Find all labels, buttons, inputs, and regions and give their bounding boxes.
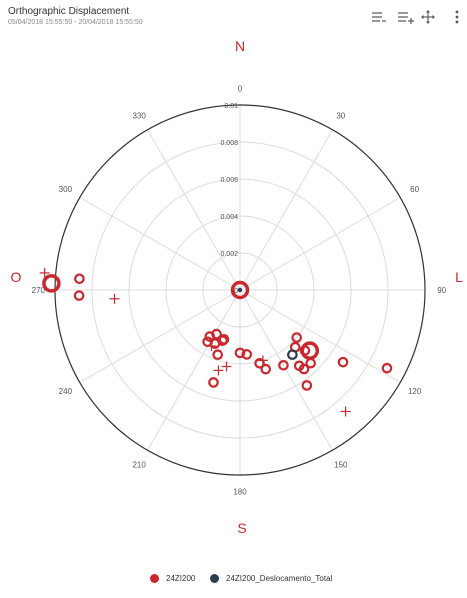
- pan-icon: [421, 10, 435, 24]
- angular-tick-label: 60: [410, 185, 419, 194]
- data-point: [213, 365, 224, 376]
- data-point: [39, 267, 50, 278]
- legend-item-series2[interactable]: 24ZI200_Deslocamento_Total: [210, 571, 332, 585]
- legend-item-series1[interactable]: 24ZI200: [150, 571, 195, 585]
- angular-grid-line: [147, 129, 241, 291]
- angular-tick-label: 120: [408, 387, 422, 396]
- radial-tick-label: 0: [234, 288, 238, 295]
- angular-grid-line: [239, 197, 401, 291]
- data-point: [221, 361, 232, 372]
- more-button[interactable]: [453, 8, 461, 26]
- radial-tick-label: 0.01: [224, 103, 238, 110]
- data-point: [254, 357, 265, 369]
- angular-tick-label: 270: [32, 286, 46, 295]
- data-point: [206, 341, 217, 352]
- legend-label: 24ZI200: [166, 573, 196, 583]
- radial-tick-label: 0.006: [220, 177, 238, 184]
- angular-grid-line: [79, 289, 241, 383]
- data-point: [337, 356, 349, 368]
- angular-grid-line: [239, 289, 401, 383]
- date-range: 05/04/2018 15:55:50 - 20/04/2018 15:55:5…: [8, 19, 143, 26]
- data-point: [241, 349, 253, 360]
- pan-button[interactable]: [421, 8, 435, 26]
- data-point: [208, 377, 219, 388]
- radial-tick-label: 0.004: [220, 214, 238, 221]
- data-point: [300, 341, 320, 360]
- angular-tick-label: 150: [334, 461, 348, 470]
- angular-grid-line: [239, 289, 333, 451]
- zoom-out-button[interactable]: [371, 8, 387, 26]
- angular-tick-label: 90: [437, 286, 446, 295]
- compass-south: S: [237, 520, 247, 536]
- legend-label: 24ZI200_Deslocamento_Total: [226, 573, 333, 583]
- angular-grid-line: [79, 197, 241, 291]
- polar-chart: 0 30 60 90 120 150 180 210 240 270 300 330 0 0.002 0.0…: [32, 84, 447, 497]
- zoom-in-icon: [398, 12, 414, 24]
- data-point: [212, 349, 224, 361]
- chart-title: Orthographic Displacement: [8, 6, 130, 17]
- data-point: [381, 362, 393, 374]
- angular-tick-label: 30: [336, 111, 345, 120]
- angular-grid-line: [239, 129, 333, 291]
- data-point: [74, 273, 85, 285]
- radial-tick-label: 0.008: [220, 140, 238, 147]
- chart-header: Orthographic Displacement 05/04/2018 15:…: [0, 0, 467, 34]
- angular-tick-label: 210: [132, 461, 146, 470]
- data-point: [340, 406, 351, 417]
- data-point: [234, 347, 246, 359]
- angular-grid-line: [147, 289, 241, 451]
- data-point: [298, 363, 310, 375]
- zoom-out-icon: [372, 12, 386, 22]
- compass-east: L: [455, 269, 463, 285]
- data-point: [73, 290, 85, 301]
- angular-tick-label: 300: [59, 185, 73, 194]
- data-point: [109, 293, 120, 304]
- radial-tick-label: 0.002: [220, 251, 238, 258]
- data-point: [204, 331, 216, 342]
- data-point: [301, 380, 313, 391]
- chart-legend: 24ZI200 24ZI200_Deslocamento_Total: [0, 571, 467, 585]
- data-point: [218, 333, 230, 345]
- data-point: [260, 363, 272, 375]
- data-point: [42, 274, 61, 293]
- angular-tick-label: 180: [233, 488, 247, 497]
- compass-north: N: [234, 38, 246, 54]
- data-point: [287, 349, 298, 360]
- angular-tick-label: 240: [59, 387, 73, 396]
- data-point: [278, 360, 289, 371]
- compass-west: O: [10, 269, 22, 285]
- data-point: [291, 332, 302, 343]
- legend-marker: [210, 573, 219, 583]
- data-point: [305, 357, 316, 369]
- legend-marker: [150, 573, 159, 583]
- data-point: [230, 280, 250, 300]
- more-icon: [455, 10, 459, 24]
- angular-tick-label: 0: [238, 84, 243, 93]
- data-point: [257, 355, 268, 366]
- angular-tick-label: 330: [132, 111, 146, 120]
- zoom-in-button[interactable]: [397, 8, 415, 26]
- data-point: [237, 287, 243, 293]
